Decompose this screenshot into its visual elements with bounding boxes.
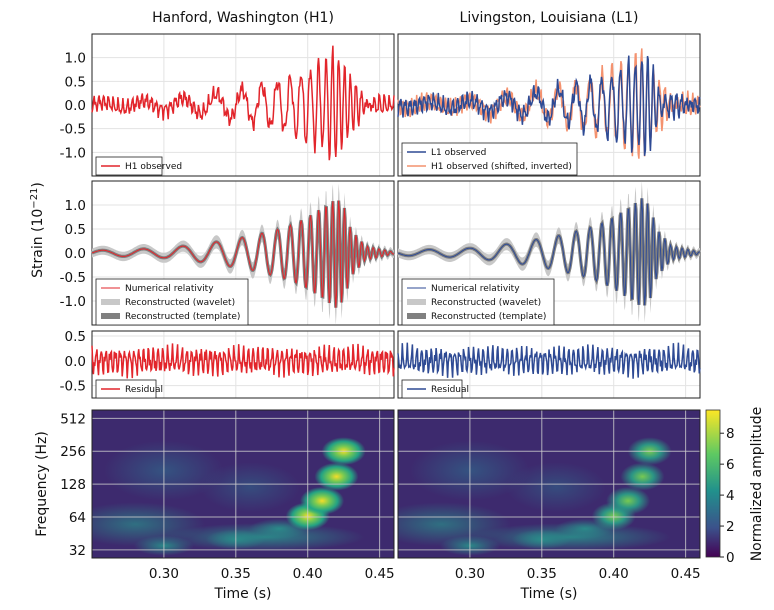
ytick-label: 128: [60, 477, 86, 493]
ytick-label: 1.0: [65, 198, 86, 214]
colorbar: [705, 409, 721, 558]
legend-label: H1 observed: [125, 162, 182, 172]
colorbar-tick-label: 4: [726, 488, 735, 504]
series-l1-observed: [397, 55, 701, 156]
xtick-label: 0.35: [221, 566, 251, 582]
legend-frame: [401, 278, 555, 326]
colorbar-tick-label: 0: [726, 550, 735, 566]
legend-label: Reconstructed (template): [125, 312, 240, 322]
legend-label: Reconstructed (template): [431, 312, 546, 322]
spectrogram-chirp: [314, 462, 359, 491]
ytick-label: 0.5: [65, 329, 86, 345]
xtick-label: 0.30: [455, 566, 485, 582]
xtick-label: 0.45: [365, 566, 395, 582]
series-residual: [397, 342, 701, 379]
legend-frame: [95, 379, 157, 399]
legend: L1 observed H1 observed (shifted, inverte…: [401, 142, 578, 176]
colorbar-tick-label: 8: [726, 426, 735, 442]
ytick-label: 0.0: [65, 246, 86, 262]
ylabel-frequency: Frequency (Hz): [34, 431, 50, 537]
ytick-label: 256: [60, 444, 86, 460]
legend-label: Numerical relativity: [431, 284, 520, 294]
xtick-label: 0.35: [527, 566, 557, 582]
legend-frame: [401, 142, 578, 176]
axes-frame: [397, 33, 701, 177]
ytick-label: 32: [69, 543, 86, 559]
ytick-label: -1.0: [60, 294, 86, 310]
ytick-label: 0.0: [65, 98, 86, 114]
legend-label: Reconstructed (wavelet): [431, 298, 541, 308]
ytick-label: -0.5: [60, 379, 86, 395]
legend-label: L1 observed: [431, 148, 486, 158]
series-numerical-relativity: [91, 200, 395, 308]
legend-label: Residual: [125, 385, 163, 395]
spectrogram-blob: [506, 462, 607, 513]
ytick-label: 0.0: [65, 354, 86, 370]
spectrogram-chirp: [300, 486, 345, 515]
legend-label: Reconstructed (wavelet): [125, 298, 235, 308]
axes-frame: [397, 330, 701, 399]
legend-frame: [95, 156, 163, 176]
colorbar-tick-label: 6: [726, 457, 735, 473]
legend-label: Numerical relativity: [125, 284, 214, 294]
xtick-label: 0.40: [599, 566, 629, 582]
legend-frame: [401, 379, 463, 399]
colorbar-tick-label: 2: [726, 519, 735, 535]
ylabel-strain: Strain (10−21): [29, 182, 46, 278]
xlabel-l1: Time (s): [520, 586, 578, 602]
ytick-label: 0.5: [65, 74, 86, 90]
spectrogram-chirp: [606, 486, 651, 515]
spectrogram-blob: [200, 462, 301, 513]
ytick-label: -1.0: [60, 145, 86, 161]
legend: Numerical relativity Reconstructed (wavel…: [401, 278, 555, 326]
column-title-h1: Hanford, Washington (H1): [152, 10, 334, 26]
legend: H1 observed: [95, 156, 182, 176]
legend: Residual: [401, 379, 469, 399]
panel-residual-h1: 0.5 0.0 -0.5: [60, 329, 395, 399]
ytick-label: -0.5: [60, 270, 86, 286]
xtick-label: 0.45: [671, 566, 701, 582]
ytick-label: 1.0: [65, 51, 86, 67]
axes-frame: [91, 409, 395, 559]
xtick-label: 0.40: [293, 566, 323, 582]
series-numerical-relativity: [397, 198, 701, 306]
xlabel-h1: Time (s): [214, 586, 272, 602]
legend: Residual: [95, 379, 163, 399]
axes-frame: [91, 330, 395, 399]
ytick-label: 512: [60, 411, 86, 427]
series-h1-observed: [91, 45, 395, 161]
legend-label: Residual: [431, 385, 469, 395]
series-residual: [91, 343, 395, 379]
axes-frame: [397, 409, 701, 559]
legend-frame: [95, 278, 249, 326]
ytick-label: -0.5: [60, 122, 86, 138]
panel-observed-h1: 1.0 0.5 0.0 -0.5 -1.0: [60, 33, 395, 177]
legend-label: H1 observed (shifted, inverted): [431, 162, 572, 172]
xtick-label: 0.30: [149, 566, 179, 582]
panel-model-l1: [397, 180, 701, 326]
ytick-label: 64: [69, 510, 86, 526]
colorbar-label: Normalized amplitude: [749, 407, 765, 562]
legend: Numerical relativity Reconstructed (wavel…: [95, 278, 249, 326]
column-title-l1: Livingston, Louisiana (L1): [460, 10, 639, 26]
spectrogram-chirp: [620, 462, 665, 491]
ytick-label: 0.5: [65, 222, 86, 238]
